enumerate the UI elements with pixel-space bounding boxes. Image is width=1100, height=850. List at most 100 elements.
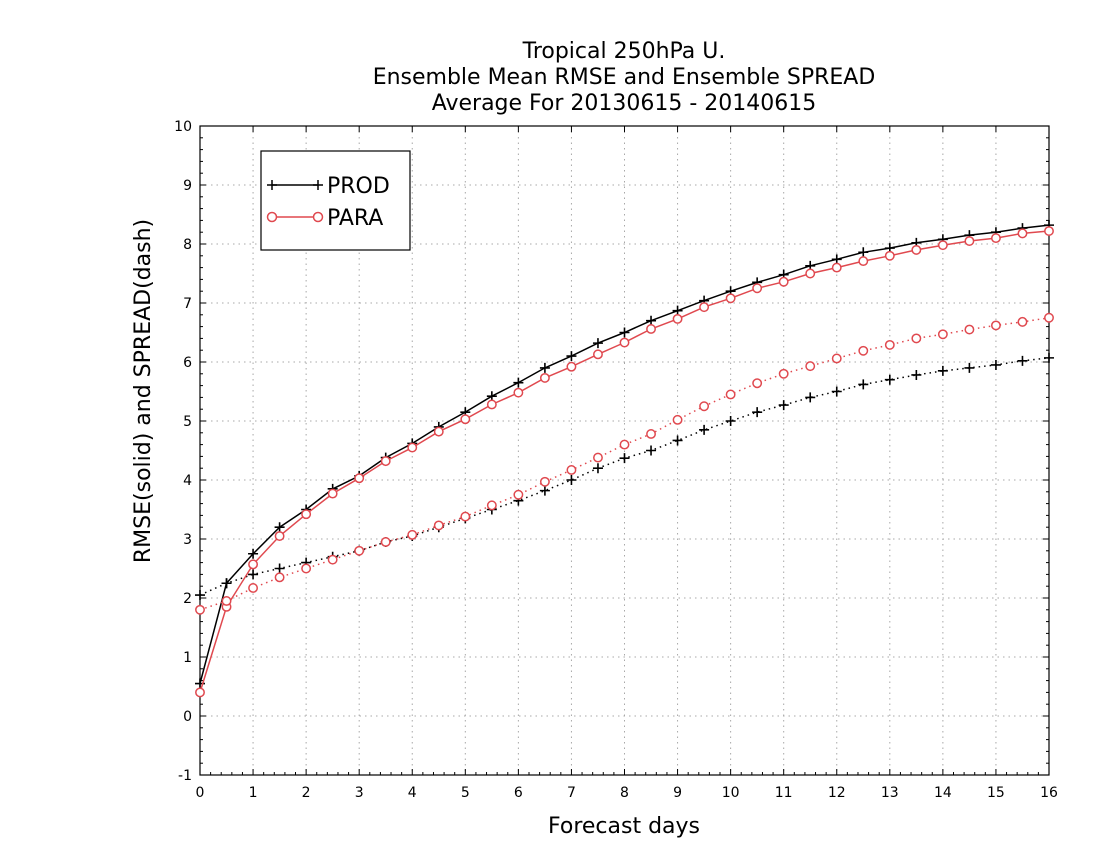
x-tick-label: 9 (673, 785, 682, 801)
prod-spread-point (752, 407, 763, 418)
para-rmse-point (407, 442, 418, 453)
para-spread-point (937, 329, 948, 340)
para-spread-point (619, 439, 630, 450)
prod-rmse-point (513, 377, 524, 388)
para-spread-point (778, 368, 789, 379)
para-rmse-point (539, 372, 550, 383)
y-tick-label: 6 (183, 355, 192, 371)
para-rmse-point (752, 283, 763, 294)
para-rmse-point (937, 240, 948, 251)
para-rmse-point (274, 531, 285, 541)
x-tick-label: 7 (567, 785, 576, 801)
para-spread-point (1044, 312, 1054, 323)
y-tick-label: 0 (183, 709, 192, 725)
para-rmse-point (858, 256, 869, 267)
prod-spread-point (1017, 355, 1028, 366)
para-spread-point (195, 604, 205, 615)
prod-spread-point (725, 416, 736, 426)
y-tick-label: 5 (183, 414, 192, 430)
para-spread-point (646, 429, 656, 439)
para-spread-point (301, 563, 312, 574)
x-tick-label: 15 (987, 785, 1005, 801)
para-rmse-point (433, 426, 444, 437)
para-rmse-point (725, 293, 736, 304)
legend-label-para: PARA (327, 206, 383, 231)
prod-spread-point (566, 475, 577, 485)
prod-spread-point (248, 569, 259, 580)
x-axis-label: Forecast days (548, 814, 700, 839)
x-tick-label: 11 (775, 785, 793, 801)
y-axis-label: RMSE(solid) and SPREAD(dash) (131, 219, 156, 563)
prod-spread-point (672, 435, 683, 446)
para-spread-point (221, 596, 232, 606)
para-spread-point (593, 452, 603, 463)
para-spread-point (725, 389, 736, 400)
y-tick-label: 10 (174, 119, 192, 135)
para-spread-point (1017, 316, 1028, 327)
para-spread-point (699, 401, 710, 412)
para-spread-point (884, 339, 895, 350)
para-spread-point (327, 554, 338, 565)
legend-label-prod: PROD (327, 174, 390, 199)
para-rmse-point (646, 324, 656, 334)
para-spread-point (460, 511, 471, 522)
x-tick-label: 1 (249, 785, 258, 801)
para-rmse-point (195, 687, 205, 698)
y-tick-label: -1 (178, 768, 192, 784)
prod-spread-point (274, 563, 285, 574)
para-spread-point (831, 353, 842, 364)
x-tick-label: 10 (722, 785, 740, 801)
prod-rmse-point (274, 522, 285, 533)
y-tick-label: 1 (183, 650, 192, 666)
para-rmse-point (380, 456, 391, 467)
y-tick-label: 7 (183, 296, 192, 312)
prod-rmse-point (858, 247, 869, 258)
prod-spread-point (964, 362, 975, 373)
x-tick-label: 13 (881, 785, 899, 801)
para-rmse-point (486, 399, 497, 410)
prod-spread-point (805, 392, 816, 403)
series (195, 220, 1054, 698)
para-rmse-point (778, 276, 789, 287)
prod-rmse-point (592, 338, 603, 349)
para-rmse-point (1017, 228, 1028, 239)
para-rmse-point (460, 414, 471, 425)
x-tick-label: 14 (934, 785, 952, 801)
para-spread-point (354, 545, 365, 556)
chart-title-line-1: Tropical 250hPa U. (522, 39, 726, 64)
prod-spread-point (778, 400, 789, 411)
para-spread-point (486, 500, 497, 511)
prod-spread-point (221, 578, 232, 589)
para-spread-point (805, 361, 816, 372)
y-tick-label: 2 (183, 591, 192, 607)
para-rmse-point (911, 244, 922, 255)
para-rmse-point (619, 337, 630, 348)
prod-spread-point (1044, 352, 1054, 363)
legend-marker-prod (267, 180, 323, 190)
prod-spread-point (831, 386, 842, 397)
prod-spread-point (990, 359, 1001, 370)
para-spread-point (248, 583, 259, 593)
chart-title: Tropical 250hPa U. Ensemble Mean RMSE an… (373, 39, 876, 116)
para-rmse-point (301, 509, 312, 520)
x-tick-label: 2 (302, 785, 311, 801)
para-rmse-point (1044, 226, 1054, 236)
para-spread-point (752, 378, 763, 389)
chart-title-line-2: Ensemble Mean RMSE and Ensemble SPREAD (373, 65, 876, 90)
x-tick-label: 4 (408, 785, 417, 801)
para-rmse-point (354, 473, 365, 484)
x-tick-label: 12 (828, 785, 846, 801)
x-tick-label: 6 (514, 785, 523, 801)
prod-rmse-point (539, 362, 550, 373)
prod-rmse-point (619, 327, 630, 338)
para-rmse-point (513, 387, 524, 398)
y-tick-label: 8 (183, 237, 192, 253)
para-spread-point (911, 333, 922, 344)
prod-rmse-point (248, 548, 259, 559)
para-rmse-point (699, 302, 710, 313)
prod-spread-point (699, 424, 710, 435)
para-spread-point (964, 324, 975, 335)
